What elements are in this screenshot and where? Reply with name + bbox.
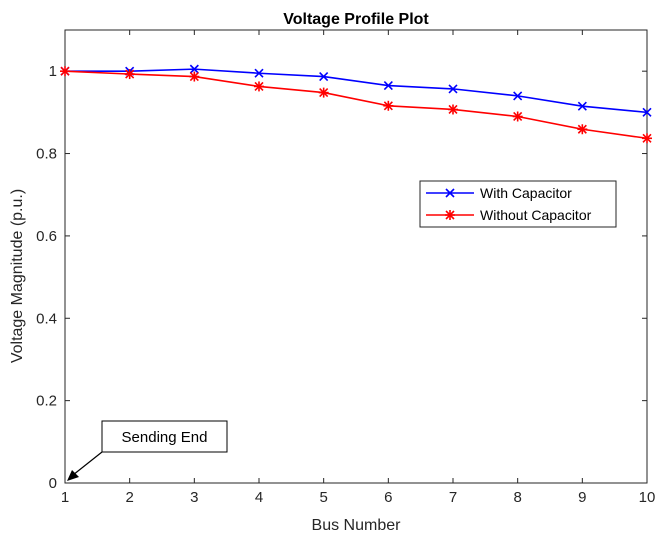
x-tick-label: 3: [190, 489, 198, 506]
data-point-marker: [445, 210, 455, 220]
data-point-marker: [448, 84, 458, 94]
y-tick-label: 0: [49, 475, 57, 492]
legend-label: With Capacitor: [480, 185, 572, 201]
chart-title: Voltage Profile Plot: [283, 11, 429, 28]
data-point-marker: [254, 68, 264, 78]
x-tick-label: 10: [639, 489, 656, 506]
data-point-marker: [254, 81, 264, 92]
marker-stroke: [448, 84, 458, 94]
marker-stroke: [254, 68, 264, 78]
series-line: [65, 68, 648, 114]
marker-stroke: [189, 64, 199, 74]
data-point-marker: [60, 66, 70, 77]
y-tick-label: 0.4: [36, 310, 57, 327]
data-point-marker: [448, 104, 458, 115]
annotation-arrow-line: [72, 451, 103, 476]
marker-stroke: [577, 101, 587, 111]
data-point-marker: [383, 100, 394, 111]
data-point-marker: [513, 91, 523, 101]
data-point-marker: [319, 71, 329, 82]
data-point-marker: [124, 69, 135, 80]
x-tick-label: 7: [449, 489, 457, 506]
annotation-sending-end: Sending End: [67, 420, 228, 481]
y-axis-label: Voltage Magnitude (p.u.): [9, 189, 26, 363]
annotation-text: Sending End: [122, 429, 208, 446]
plot-area-frame: [64, 29, 648, 484]
x-tick-label: 4: [255, 489, 263, 506]
legend-box: [419, 180, 617, 228]
annotation-box: [101, 420, 228, 453]
data-point-marker: [189, 64, 199, 74]
x-tick-label: 6: [384, 489, 392, 506]
annotation-arrow-head: [67, 470, 79, 481]
x-tick-label: 9: [578, 489, 586, 506]
data-point-marker: [318, 87, 329, 98]
x-axis-label: Bus Number: [312, 517, 402, 534]
data-point-marker: [445, 188, 455, 198]
x-tick-label: 8: [513, 489, 521, 506]
x-tick-label: 1: [61, 489, 69, 506]
data-point-marker: [642, 133, 652, 144]
marker-stroke: [642, 107, 652, 117]
y-tick-label: 0.2: [36, 393, 57, 410]
data-point-marker: [512, 111, 523, 122]
data-point-marker: [642, 107, 652, 117]
marker-stroke: [383, 81, 393, 91]
marker-stroke: [445, 188, 455, 198]
y-tick-label: 0.6: [36, 228, 57, 245]
x-tick-label: 2: [125, 489, 133, 506]
x-tick-label: 5: [319, 489, 327, 506]
marker-stroke: [319, 71, 329, 82]
series-line: [64, 70, 648, 140]
legend: With Capacitor Without Capacitor: [419, 180, 617, 228]
data-point-marker: [383, 81, 393, 91]
series-with-capacitor: [60, 64, 652, 117]
legend-label: Without Capacitor: [480, 207, 592, 223]
series-without-capacitor: [60, 66, 652, 144]
y-tick-label: 1: [49, 63, 57, 80]
y-tick-label: 0.8: [36, 146, 57, 163]
marker-stroke: [513, 91, 523, 101]
data-point-marker: [577, 101, 587, 111]
data-point-marker: [189, 71, 200, 82]
data-point-marker: [577, 124, 588, 135]
